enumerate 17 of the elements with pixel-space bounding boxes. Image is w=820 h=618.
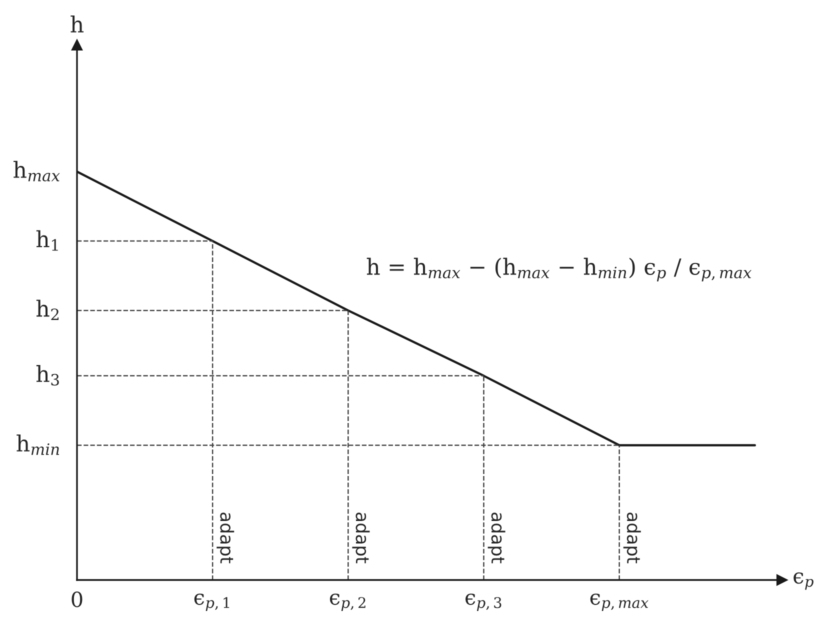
ref-line-label: adapt [216,512,234,564]
ref-line-label: h$_{min}$ [16,434,60,455]
ref-line-label: adapt [623,512,641,564]
x-tick-label: ϵ$_{p,1}$ [194,594,230,611]
ref-line-label: adapt [488,512,506,564]
ref-line-label: h$_{2}$ [36,300,59,320]
x-tick-label: ϵ$_{p,3}$ [466,594,502,611]
text: h [70,15,84,32]
x-axis-title: ϵ$_{p}$ [794,572,814,590]
ref-line-label: h$_{1}$ [36,230,58,251]
annotation: h$_{max}$ [14,160,60,182]
text: h = h$_{max}$ − (h$_{max}$ − h$_{min}$) ϵ$_{p}$ / ϵ$_{p,max}$ [366,258,752,282]
x-tick-label: ϵ$_{p,2}$ [330,594,366,611]
x-tick-label: 0 [72,591,82,608]
x-tick-label: ϵ$_{p,max}$ [590,594,648,611]
ref-line-label: adapt [352,512,370,564]
ref-line-label: h$_{3}$ [36,365,59,386]
